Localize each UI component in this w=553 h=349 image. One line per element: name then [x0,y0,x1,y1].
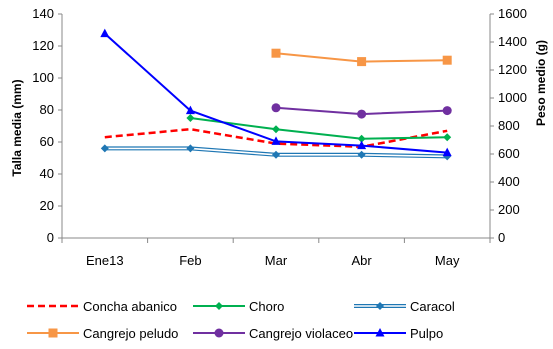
series-caracol [100,144,452,161]
x-tick-labels: Ene13 Feb Mar Abr May [61,238,491,268]
legend-label: Choro [249,299,284,314]
series-layer [100,28,452,161]
legend-label: Cangrejo violaceo [249,326,353,341]
y-axis-title-left: Talla media (mm) [10,79,24,176]
series-concha-abanico-line [104,127,448,149]
data-point [186,114,195,122]
x-tick-label: Feb [179,253,201,268]
data-point [357,109,367,119]
diamond-marker [215,302,223,310]
series-choro [186,114,452,143]
left-tick-label: 120 [32,38,54,53]
data-point [271,48,281,58]
data-point [357,140,367,150]
left-tick-label: 20 [40,198,54,213]
legend-item-cangrejo-violaceo: Cangrejo violaceo [193,326,353,341]
x-tick-label: May [435,253,460,268]
y-axis-title-right: Peso medio (g) [534,40,548,126]
data-point [271,136,281,145]
data-point [442,55,452,65]
data-point [442,147,452,157]
legend-item-caracol: Caracol [354,299,455,314]
legend: Concha abanico Choro Caracol Cangrejo pelud… [27,299,455,341]
data-point [357,150,366,159]
right-tick-label: 1200 [498,62,527,77]
diamond-marker [376,302,384,310]
legend-label: Pulpo [410,326,443,341]
data-point [271,103,281,113]
data-point [272,125,280,134]
data-point [272,150,280,159]
legend-item-cangrejo-peludo: Cangrejo peludo [27,326,178,341]
right-tick-label: 800 [498,118,520,133]
left-tick-label: 140 [32,6,54,21]
left-tick-label: 60 [40,134,54,149]
square-marker [48,328,58,338]
legend-label: Caracol [410,299,455,314]
data-point [185,105,195,115]
legend-item-concha-abanico: Concha abanico [27,299,177,314]
series-cangrejo-peludo [271,48,452,67]
circle-marker [214,328,224,338]
data-point [100,144,109,153]
left-tick-label: 0 [47,230,54,245]
series-concha-abanico [104,127,448,149]
right-tick-labels: 0 200 400 600 800 1000 1200 1400 1600 [490,6,527,245]
plot-area: 0 20 40 60 80 100 120 140 0 200 400 600 800 1000 1200… [32,6,527,268]
legend-item-pulpo: Pulpo [354,326,443,341]
x-tick-label: Abr [351,253,372,268]
data-point [443,133,452,142]
legend-item-choro: Choro [193,299,284,314]
data-point [186,144,195,153]
series-choro-line [190,117,448,140]
left-tick-label: 80 [40,102,54,117]
triangle-marker [375,328,385,337]
right-tick-label: 200 [498,202,520,217]
legend-label: Cangrejo peludo [83,326,178,341]
series-pulpo [100,28,452,157]
left-tick-label: 100 [32,70,54,85]
right-tick-label: 400 [498,174,520,189]
series-cangrejo-violaceo [271,103,452,119]
data-point [442,106,452,116]
right-tick-label: 0 [498,230,505,245]
left-tick-labels: 0 20 40 60 80 100 120 140 [32,6,62,245]
right-tick-label: 1000 [498,90,527,105]
data-point [100,28,110,38]
x-tick-label: Mar [265,253,288,268]
right-tick-label: 1600 [498,6,527,21]
left-tick-label: 40 [40,166,54,181]
data-point [357,57,367,67]
data-point [357,134,366,143]
x-tick-label: Ene13 [86,253,124,268]
legend-label: Concha abanico [83,299,177,314]
right-tick-label: 600 [498,146,520,161]
right-tick-label: 1400 [498,34,527,49]
